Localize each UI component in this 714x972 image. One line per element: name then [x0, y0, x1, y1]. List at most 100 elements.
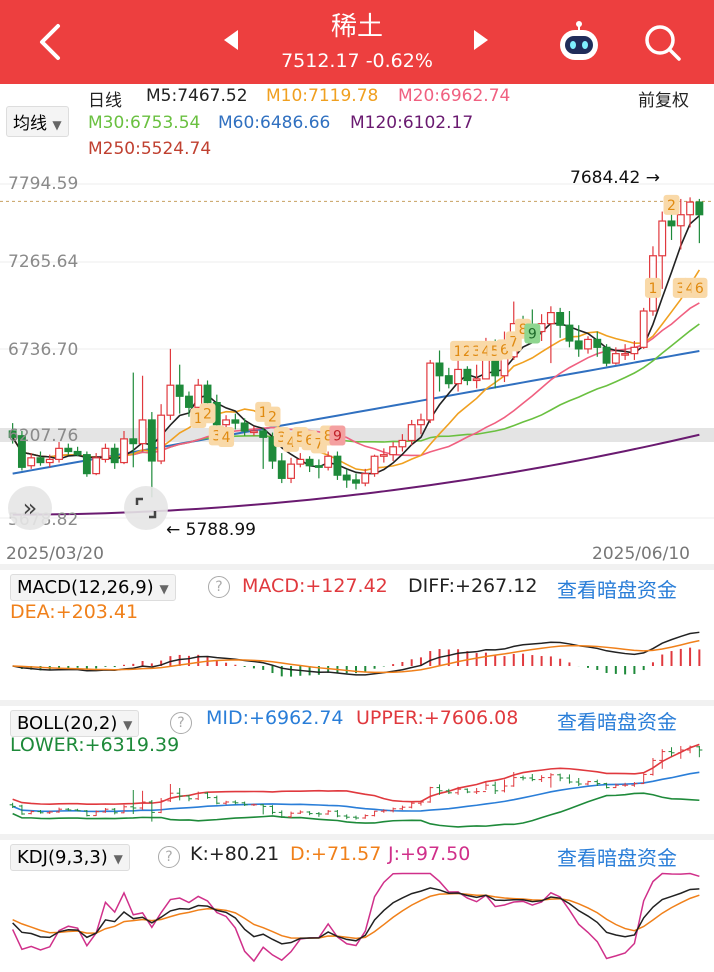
candle-body	[407, 424, 416, 442]
candle-body	[240, 422, 249, 432]
fullscreen-button[interactable]	[124, 486, 168, 530]
candle-body	[222, 419, 231, 426]
boll-chart[interactable]	[0, 740, 714, 832]
macd-dea: DEA:+203.41	[10, 601, 139, 623]
back-arrow-icon	[40, 24, 60, 60]
candle-body	[314, 465, 323, 468]
candle-body	[379, 454, 388, 457]
signal-badge	[218, 426, 235, 447]
boll-selector[interactable]: BOLL(20,2) ▼	[10, 710, 140, 737]
kdj-dark-pool-link[interactable]: 查看暗盘资金	[557, 846, 677, 870]
caret-down-icon: ▼	[52, 118, 62, 132]
fullscreen-icon	[135, 497, 157, 519]
macd-value: MACD:+127.42	[242, 575, 388, 597]
divider	[0, 564, 714, 570]
period-label[interactable]: 日线	[88, 91, 122, 111]
boll-selector-label: BOLL(20,2)	[17, 713, 118, 734]
macd-svg	[12, 631, 701, 677]
price-change: -0.62%	[365, 50, 433, 72]
candle-body	[333, 455, 342, 476]
signal-number: 5	[491, 344, 500, 360]
candle-body	[352, 479, 360, 484]
prev-stock-button[interactable]	[222, 28, 242, 52]
search-icon	[645, 25, 681, 61]
candle-body	[370, 455, 379, 475]
candle-body	[101, 447, 110, 461]
macd-help-icon[interactable]: ?	[208, 576, 230, 598]
candle-body	[231, 419, 240, 424]
signal-badge	[524, 323, 541, 344]
candle-body	[287, 463, 295, 479]
page-title: 稀土	[330, 12, 383, 42]
price-tick: 6207.76	[8, 426, 79, 446]
candle-body	[686, 201, 695, 216]
low-price-label: 5788.99	[185, 520, 256, 540]
search-button[interactable]	[642, 22, 682, 62]
expand-button[interactable]: »	[8, 486, 52, 530]
signal-number: 5	[296, 430, 305, 446]
candle-body	[667, 220, 676, 227]
boll-dark-pool-link[interactable]: 查看暗盘资金	[557, 710, 677, 734]
candle-body	[639, 310, 648, 348]
candle-body	[157, 414, 166, 462]
kline-chart[interactable]: 1234567891234567891234123456	[0, 164, 714, 542]
signal-badge	[199, 403, 216, 424]
candle-body	[73, 450, 82, 456]
candle-body	[417, 419, 425, 426]
price-tick: 7794.59	[8, 174, 79, 194]
candle-body	[138, 419, 147, 445]
candle-body	[472, 378, 481, 382]
kline-svg: 1234567891234567891234123456	[0, 183, 714, 519]
macd-selector[interactable]: MACD(12,26,9) ▼	[10, 574, 176, 601]
robot-assistant-button[interactable]	[556, 20, 602, 64]
high-annotation: 7684.42 →	[570, 168, 660, 188]
signal-badge	[329, 425, 346, 446]
macd-dark-pool-link[interactable]: 查看暗盘资金	[557, 578, 677, 602]
low-annotation: ← 5788.99	[166, 520, 256, 540]
candle-body	[398, 439, 407, 448]
double-chevron-right-icon: »	[22, 494, 38, 522]
candle-body	[259, 430, 268, 438]
boll-mid-line	[12, 771, 700, 813]
candle-body	[92, 457, 101, 475]
signal-number: 2	[463, 344, 472, 360]
date-end: 2025/06/10	[592, 544, 690, 564]
kdj-help-icon[interactable]: ?	[158, 846, 180, 868]
kdj-chart[interactable]	[0, 868, 714, 968]
triangle-left-icon	[224, 30, 238, 50]
back-button[interactable]	[36, 22, 66, 62]
candle-body	[120, 438, 128, 464]
kdj-j-line	[11, 872, 700, 963]
candle-body	[454, 368, 463, 385]
ma120-value: M120:6102.17	[350, 113, 474, 133]
candle-body	[435, 362, 444, 377]
candle-body	[82, 454, 91, 475]
ma250-value: M250:5524.74	[88, 139, 212, 159]
kdj-k: K:+80.21	[190, 843, 280, 865]
candle-body	[463, 368, 472, 382]
kdj-selector[interactable]: KDJ(9,3,3) ▼	[10, 844, 130, 871]
next-stock-button[interactable]	[470, 28, 490, 52]
adjust-button[interactable]: 前复权	[638, 91, 689, 111]
ma5-value: M5:7467.52	[146, 86, 248, 106]
signal-number: 4	[481, 344, 490, 360]
ma-selector[interactable]: 均线 ▼	[6, 106, 69, 137]
signal-number: 6	[305, 433, 314, 449]
boll-help-icon[interactable]: ?	[170, 712, 192, 734]
candle-body	[277, 460, 286, 479]
ma-selector-label: 均线	[13, 114, 47, 134]
kdj-j: J:+97.50	[388, 843, 471, 865]
macd-chart[interactable]	[0, 596, 714, 700]
signal-number: 2	[667, 198, 676, 214]
candle-body	[203, 384, 212, 404]
ma10-value: M10:7119.78	[266, 86, 379, 106]
boll-lower: LOWER:+6319.39	[10, 734, 180, 756]
candle-body	[611, 353, 620, 364]
candle-body	[36, 457, 45, 464]
candle-body	[565, 324, 574, 342]
signal-number: 2	[203, 406, 212, 422]
signal-number: 7	[314, 436, 323, 452]
candle-body	[602, 346, 611, 364]
candle-body	[630, 346, 639, 355]
caret-down-icon: ▼	[159, 582, 169, 596]
